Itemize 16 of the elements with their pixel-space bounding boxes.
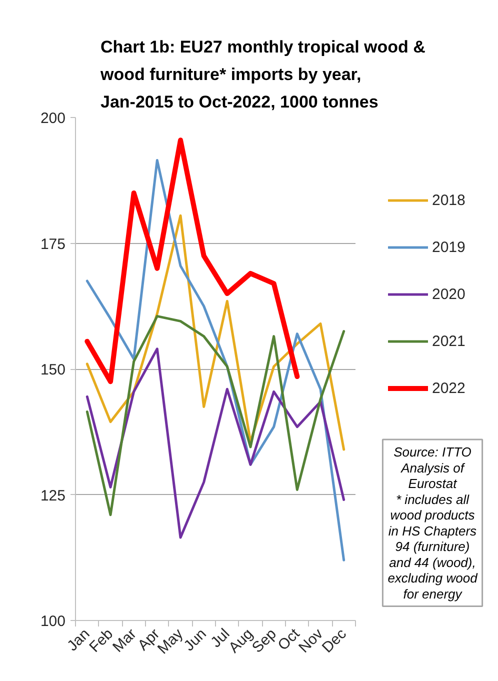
line-series	[86, 348, 346, 539]
y-tick-label: 100	[40, 613, 66, 630]
line-series	[86, 314, 346, 516]
y-tick-label: 150	[40, 362, 66, 378]
chart-title: Chart 1b: EU27 monthly tropical wood & wood furniture* imports by year, Jan-2015 to Oct-2022, 1000 tonnes	[100, 37, 426, 112]
text: * includes all wood products in HS Chapters 94 (furniture) and 44 (wood), excluding wood for energy	[388, 492, 478, 602]
y-tick-label: 125	[40, 487, 66, 504]
legend-label: 2022	[432, 378, 466, 398]
y-tick-label: 175	[40, 236, 66, 253]
source-note: Source: ITTO Analysis of Eurostat	[394, 444, 472, 491]
legend-label: 2021	[432, 332, 466, 351]
legend-label: 2019	[432, 238, 466, 257]
y-tick-label: 200	[40, 110, 66, 127]
legend-label: 2020	[432, 284, 466, 304]
legend-label: 2018	[432, 190, 466, 210]
line-series	[86, 214, 346, 451]
